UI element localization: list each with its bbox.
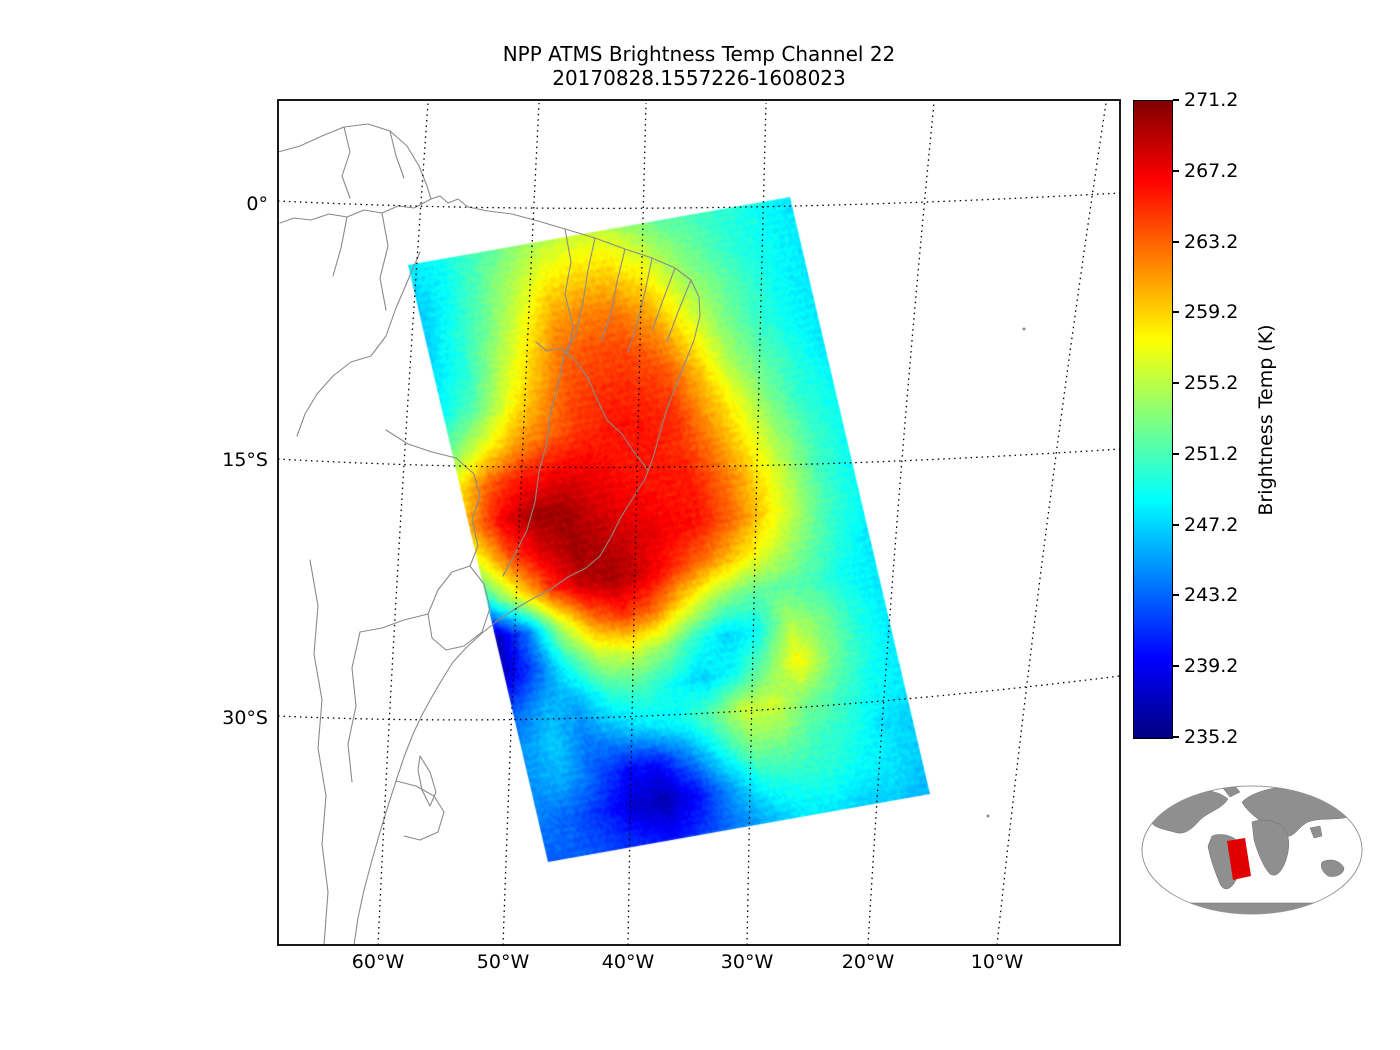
inset-australia: [1321, 859, 1345, 877]
colorbar-tickmark: [1173, 311, 1179, 313]
inset-antarctica: [1142, 902, 1362, 914]
graticule-meridian-50w: [502, 102, 540, 946]
colorbar: [1133, 100, 1173, 739]
colorbar-tickmark: [1173, 382, 1179, 384]
x-tick-label: 40°W: [602, 951, 655, 973]
colorbar-tickmark: [1173, 594, 1179, 596]
border-path: [600, 248, 626, 342]
graticule-meridian-20w: [867, 102, 935, 946]
colorbar-tick-label: 239.2: [1184, 655, 1239, 677]
inset-greenland: [1221, 786, 1241, 798]
graticule-meridian-10w: [996, 102, 1107, 946]
colorbar-tick-label: 243.2: [1184, 584, 1239, 606]
x-tick-label: 30°W: [721, 951, 774, 973]
y-tick-label: 30°S: [222, 707, 268, 729]
island-dot: [986, 814, 990, 818]
colorbar-label: Brightness Temp (K): [1255, 324, 1277, 516]
colorbar-tickmark: [1173, 170, 1179, 172]
inset-world-map: [1141, 785, 1363, 915]
lagoon-outline: [417, 755, 437, 807]
border-path: [389, 130, 405, 179]
border-path: [427, 565, 491, 651]
inset-india: [1309, 825, 1323, 839]
colorbar-tick-label: 271.2: [1184, 89, 1239, 111]
river-path: [279, 198, 432, 224]
x-tick-label: 20°W: [842, 951, 895, 973]
border-path: [395, 780, 445, 841]
y-tick-label: 0°: [246, 193, 268, 215]
coastline-path: [277, 123, 701, 946]
border-path: [502, 333, 577, 577]
colorbar-tickmark: [1173, 665, 1179, 667]
graticule-parallel-0: [277, 192, 1121, 210]
graticule-parallel-30s: [277, 675, 1121, 721]
inset-africa: [1251, 819, 1289, 876]
graticule-parallel-15s: [277, 448, 1121, 469]
border-path: [309, 559, 329, 946]
graticule-meridian-40w: [627, 102, 647, 946]
coastlines-and-borders: [277, 123, 1026, 946]
colorbar-tick-label: 251.2: [1184, 443, 1239, 465]
colorbar-tick-label: 263.2: [1184, 231, 1239, 253]
border-path: [385, 429, 481, 567]
y-tick-label: 15°S: [222, 449, 268, 471]
river-path: [332, 216, 348, 277]
colorbar-tickmark: [1173, 241, 1179, 243]
colorbar-tickmark: [1173, 453, 1179, 455]
graticule-meridian-30w: [746, 102, 767, 946]
x-axis-labels: 60°W 50°W 40°W 30°W 20°W 10°W: [352, 951, 1024, 973]
inset-swath-marker: [1227, 838, 1251, 880]
graticule: [277, 102, 1121, 946]
colorbar-tick-label: 247.2: [1184, 514, 1239, 536]
x-tick-label: 10°W: [971, 951, 1024, 973]
colorbar-tick-label: 267.2: [1184, 160, 1239, 182]
border-path: [341, 126, 351, 199]
river-path: [564, 228, 574, 357]
border-path: [651, 267, 676, 332]
y-axis-labels: 0° 15°S 30°S: [222, 193, 268, 729]
island-dot: [1022, 327, 1026, 331]
border-path: [575, 237, 596, 335]
border-path: [359, 613, 429, 633]
colorbar-tick-label: 259.2: [1184, 301, 1239, 323]
river-path: [379, 212, 389, 311]
border-path: [627, 257, 653, 353]
colorbar-tick-label: 255.2: [1184, 372, 1239, 394]
border-path: [347, 631, 361, 783]
colorbar-tick-label: 235.2: [1184, 726, 1239, 748]
border-path: [666, 279, 692, 343]
colorbar-tickmark: [1173, 736, 1179, 738]
x-tick-label: 60°W: [352, 951, 405, 973]
colorbar-tickmark: [1173, 524, 1179, 526]
graticule-meridian-60w: [377, 102, 429, 946]
plot-frame: [277, 99, 1121, 946]
border-path: [296, 251, 421, 437]
colorbar-tickmark: [1173, 99, 1179, 101]
river-path: [535, 341, 649, 471]
x-tick-label: 50°W: [477, 951, 530, 973]
